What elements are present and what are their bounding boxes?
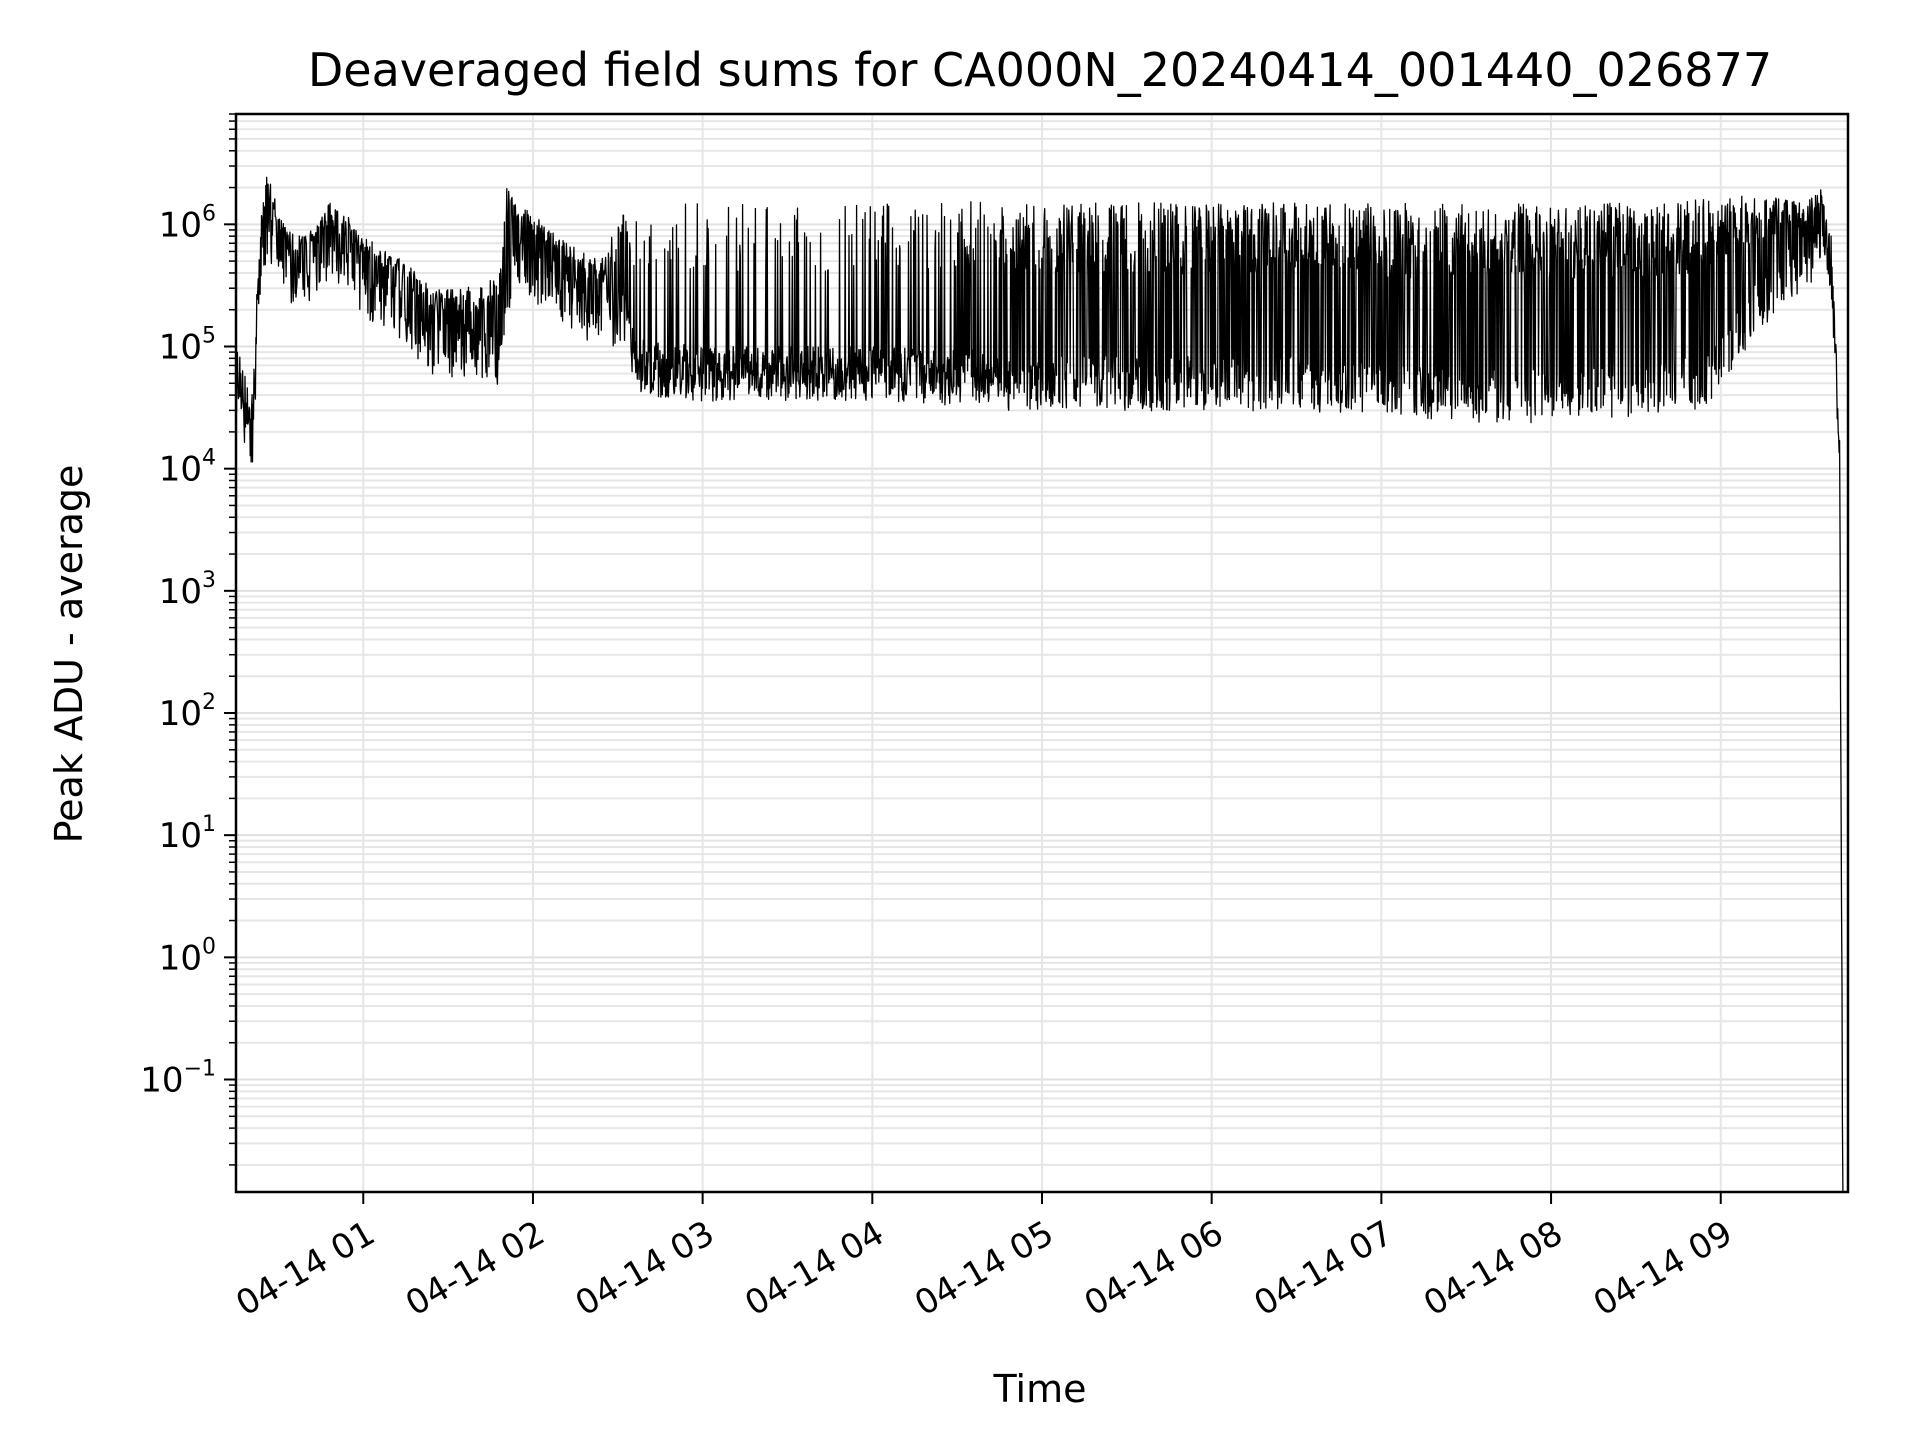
y-tick-label: 101	[159, 812, 216, 856]
y-tick-label: 105	[159, 323, 216, 367]
y-tick-label: 106	[159, 201, 216, 245]
y-axis: 10−1 100 101 102 103 104 105 106	[140, 113, 236, 1166]
y-tick-label: 100	[159, 934, 216, 978]
y-tick-label: 103	[159, 568, 216, 612]
y-tick-label: 102	[159, 690, 216, 734]
chart-title: Deaveraged field sums for CA000N_2024041…	[308, 43, 1772, 97]
series-line	[235, 176, 1844, 1193]
y-tick-label: 10−1	[140, 1057, 216, 1101]
data-series	[235, 176, 1844, 1193]
y-tick-label: 104	[159, 446, 216, 490]
x-axis-label: Time	[993, 1367, 1087, 1411]
y-axis-label: Peak ADU - average	[47, 465, 91, 844]
